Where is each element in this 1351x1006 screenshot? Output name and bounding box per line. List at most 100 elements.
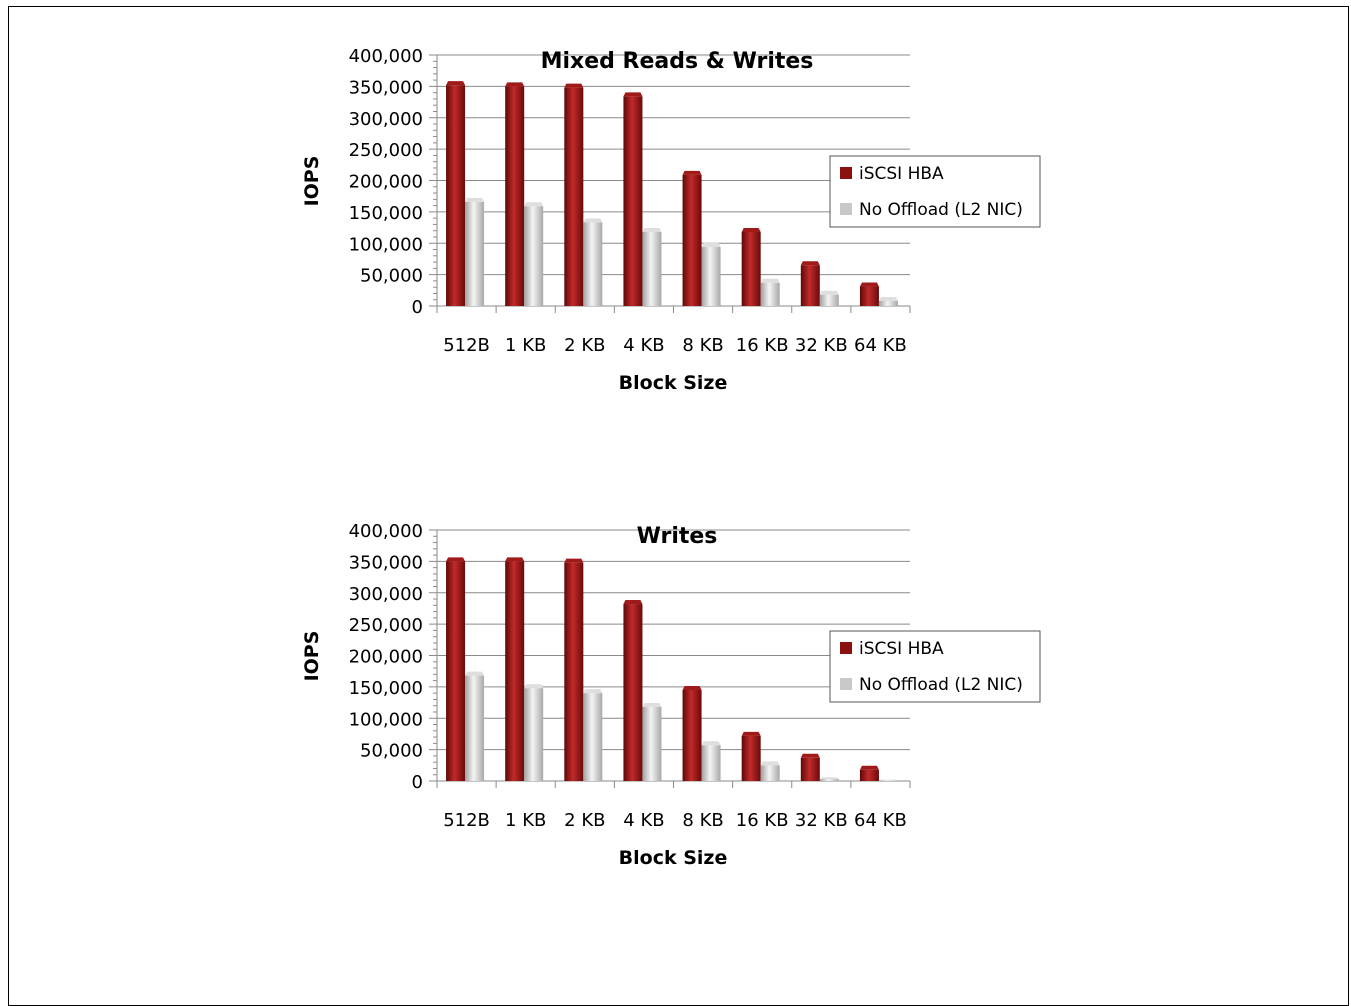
legend-swatch <box>840 678 852 690</box>
bar-top <box>801 754 820 758</box>
bar-iscsi-hba <box>683 175 702 306</box>
y-tick-label: 100,000 <box>349 234 423 255</box>
bar-top <box>702 741 721 745</box>
bar-top <box>642 228 661 232</box>
bar-top <box>820 777 839 779</box>
bar-iscsi-hba <box>742 232 761 306</box>
bar-top <box>683 686 702 690</box>
x-tick-label: 1 KB <box>505 810 546 831</box>
x-tick-label: 16 KB <box>736 810 789 831</box>
bar-top <box>623 600 642 604</box>
bar-top <box>820 291 839 295</box>
x-tick-label: 64 KB <box>854 810 907 831</box>
bar-iscsi-hba <box>801 758 820 781</box>
bar-top <box>524 202 543 206</box>
bar-iscsi-hba <box>505 86 524 306</box>
bar-top <box>742 228 761 232</box>
y-tick-label: 0 <box>412 772 423 793</box>
y-tick-label: 200,000 <box>349 172 423 193</box>
x-tick-label: 32 KB <box>795 810 848 831</box>
chart-title: Writes <box>637 524 718 549</box>
y-tick-label: 350,000 <box>349 77 423 98</box>
bar-iscsi-hba <box>505 561 524 781</box>
y-tick-label: 300,000 <box>349 584 423 605</box>
chart-title: Mixed Reads & Writes <box>541 49 814 74</box>
y-axis-title: IOPS <box>301 631 323 682</box>
x-tick-label: 8 KB <box>682 335 723 356</box>
bar-no-offload <box>642 232 661 306</box>
y-tick-label: 150,000 <box>349 203 423 224</box>
y-tick-label: 200,000 <box>349 647 423 668</box>
bar-top <box>623 92 642 96</box>
bar-iscsi-hba <box>446 561 465 781</box>
bar-iscsi-hba <box>623 96 642 306</box>
bar-top <box>879 297 898 301</box>
x-tick-label: 8 KB <box>682 810 723 831</box>
y-tick-label: 150,000 <box>349 678 423 699</box>
bar-no-offload <box>642 707 661 781</box>
bar-no-offload <box>465 202 484 306</box>
y-axis-title: IOPS <box>301 156 323 207</box>
x-axis-title: Block Size <box>619 847 728 869</box>
bar-top <box>446 557 465 561</box>
x-tick-label: 4 KB <box>623 810 664 831</box>
bar-top <box>564 84 583 88</box>
bar-no-offload <box>583 223 602 306</box>
y-tick-label: 50,000 <box>360 741 423 762</box>
bar-iscsi-hba <box>564 88 583 306</box>
bar-iscsi-hba <box>860 287 879 306</box>
bar-top <box>564 559 583 563</box>
bar-no-offload <box>524 206 543 306</box>
bar-no-offload <box>761 283 780 306</box>
x-axis-title: Block Size <box>619 372 728 394</box>
y-tick-label: 400,000 <box>349 521 423 542</box>
bar-top <box>642 703 661 707</box>
bar-top <box>524 684 543 688</box>
legend-label: No Offload (L2 NIC) <box>859 675 1023 695</box>
bar-no-offload <box>583 693 602 781</box>
bar-iscsi-hba <box>623 604 642 781</box>
legend-swatch <box>840 642 852 654</box>
bar-no-offload <box>524 688 543 781</box>
bar-no-offload <box>879 301 898 306</box>
x-tick-label: 2 KB <box>564 810 605 831</box>
x-tick-label: 32 KB <box>795 335 848 356</box>
bar-top <box>860 283 879 287</box>
bar-no-offload <box>820 779 839 781</box>
x-tick-label: 512B <box>443 335 490 356</box>
bar-top <box>465 672 484 676</box>
x-tick-label: 512B <box>443 810 490 831</box>
bar-top <box>583 219 602 223</box>
bar-top <box>683 171 702 175</box>
bar-top <box>761 279 780 283</box>
chart-1: 0 50,000 100,000 150,000 200,000 250,000 300,0… <box>301 46 1040 394</box>
bar-no-offload <box>465 676 484 781</box>
bar-no-offload <box>820 295 839 306</box>
y-tick-label: 400,000 <box>349 46 423 67</box>
bar-no-offload <box>702 247 721 306</box>
bar-top <box>860 766 879 770</box>
bar-top <box>879 780 898 781</box>
legend-swatch <box>840 203 852 215</box>
bar-iscsi-hba <box>446 85 465 306</box>
bar-top <box>761 761 780 765</box>
bar-top <box>505 82 524 86</box>
x-tick-label: 1 KB <box>505 335 546 356</box>
bar-top <box>801 261 820 265</box>
bar-top <box>446 81 465 85</box>
bar-no-offload <box>702 745 721 781</box>
bar-no-offload <box>879 780 898 781</box>
x-tick-label: 2 KB <box>564 335 605 356</box>
y-tick-label: 250,000 <box>349 615 423 636</box>
legend-label: iSCSI HBA <box>859 164 944 184</box>
bar-top <box>702 243 721 247</box>
x-tick-label: 64 KB <box>854 335 907 356</box>
bar-iscsi-hba <box>564 563 583 781</box>
legend-swatch <box>840 167 852 179</box>
bar-top <box>742 732 761 736</box>
legend-label: No Offload (L2 NIC) <box>859 200 1023 220</box>
bar-iscsi-hba <box>742 736 761 781</box>
y-tick-label: 50,000 <box>360 266 423 287</box>
bar-top <box>465 198 484 202</box>
